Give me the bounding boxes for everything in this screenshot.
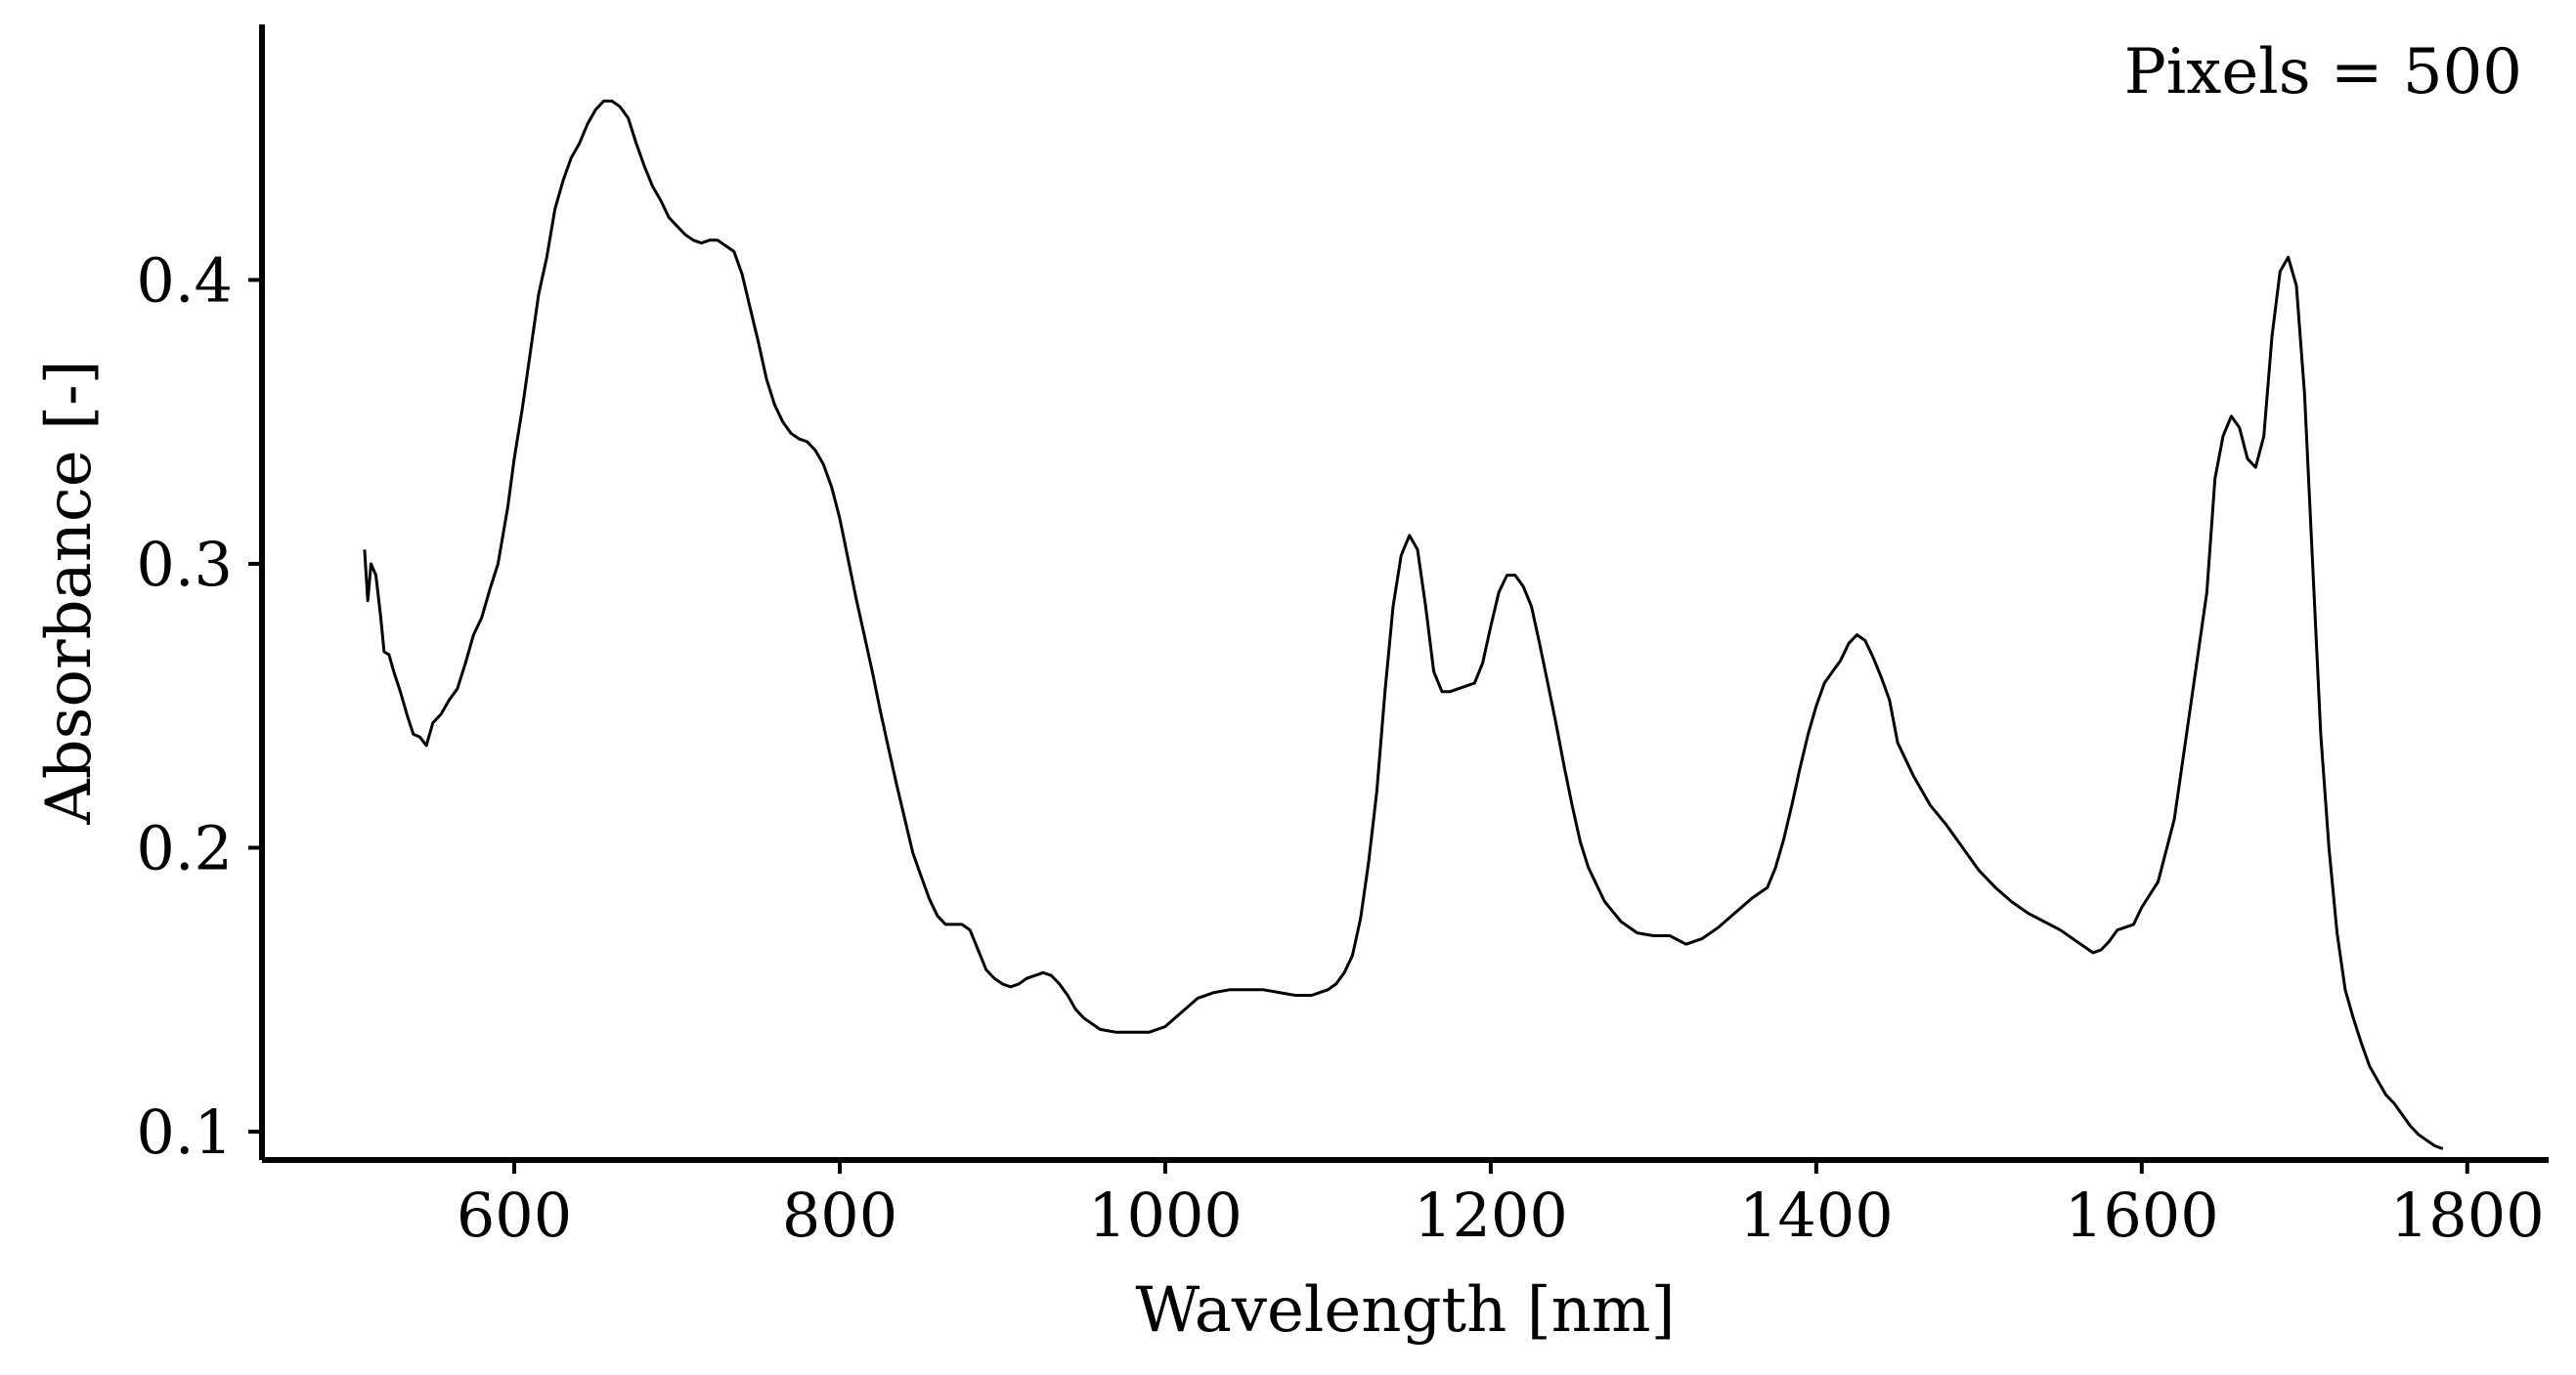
x-tick-label: 600 (457, 1180, 572, 1251)
x-tick-label: 1800 (2390, 1180, 2545, 1251)
x-axis-ticks: 600 800 1000 1200 1400 1600 1800 (457, 1160, 2545, 1251)
x-tick-label: 1600 (2065, 1180, 2219, 1251)
spectrum-line (363, 99, 2444, 1150)
y-axis-ticks: 0.1 0.2 0.3 0.4 (136, 244, 262, 1168)
y-tick-label: 0.3 (136, 529, 233, 600)
y-tick-label: 0.1 (136, 1096, 233, 1168)
x-tick-label: 1200 (1414, 1180, 1568, 1251)
y-tick-label: 0.2 (136, 812, 233, 883)
y-axis-title: Absorbance [-] (33, 360, 106, 825)
x-tick-label: 1000 (1088, 1180, 1243, 1251)
pixels-annotation: Pixels = 500 (2124, 36, 2522, 108)
x-axis-title: Wavelength [nm] (1135, 1274, 1675, 1347)
y-tick-label: 0.4 (136, 244, 233, 316)
x-tick-label: 800 (782, 1180, 897, 1251)
x-tick-label: 1400 (1739, 1180, 1894, 1251)
